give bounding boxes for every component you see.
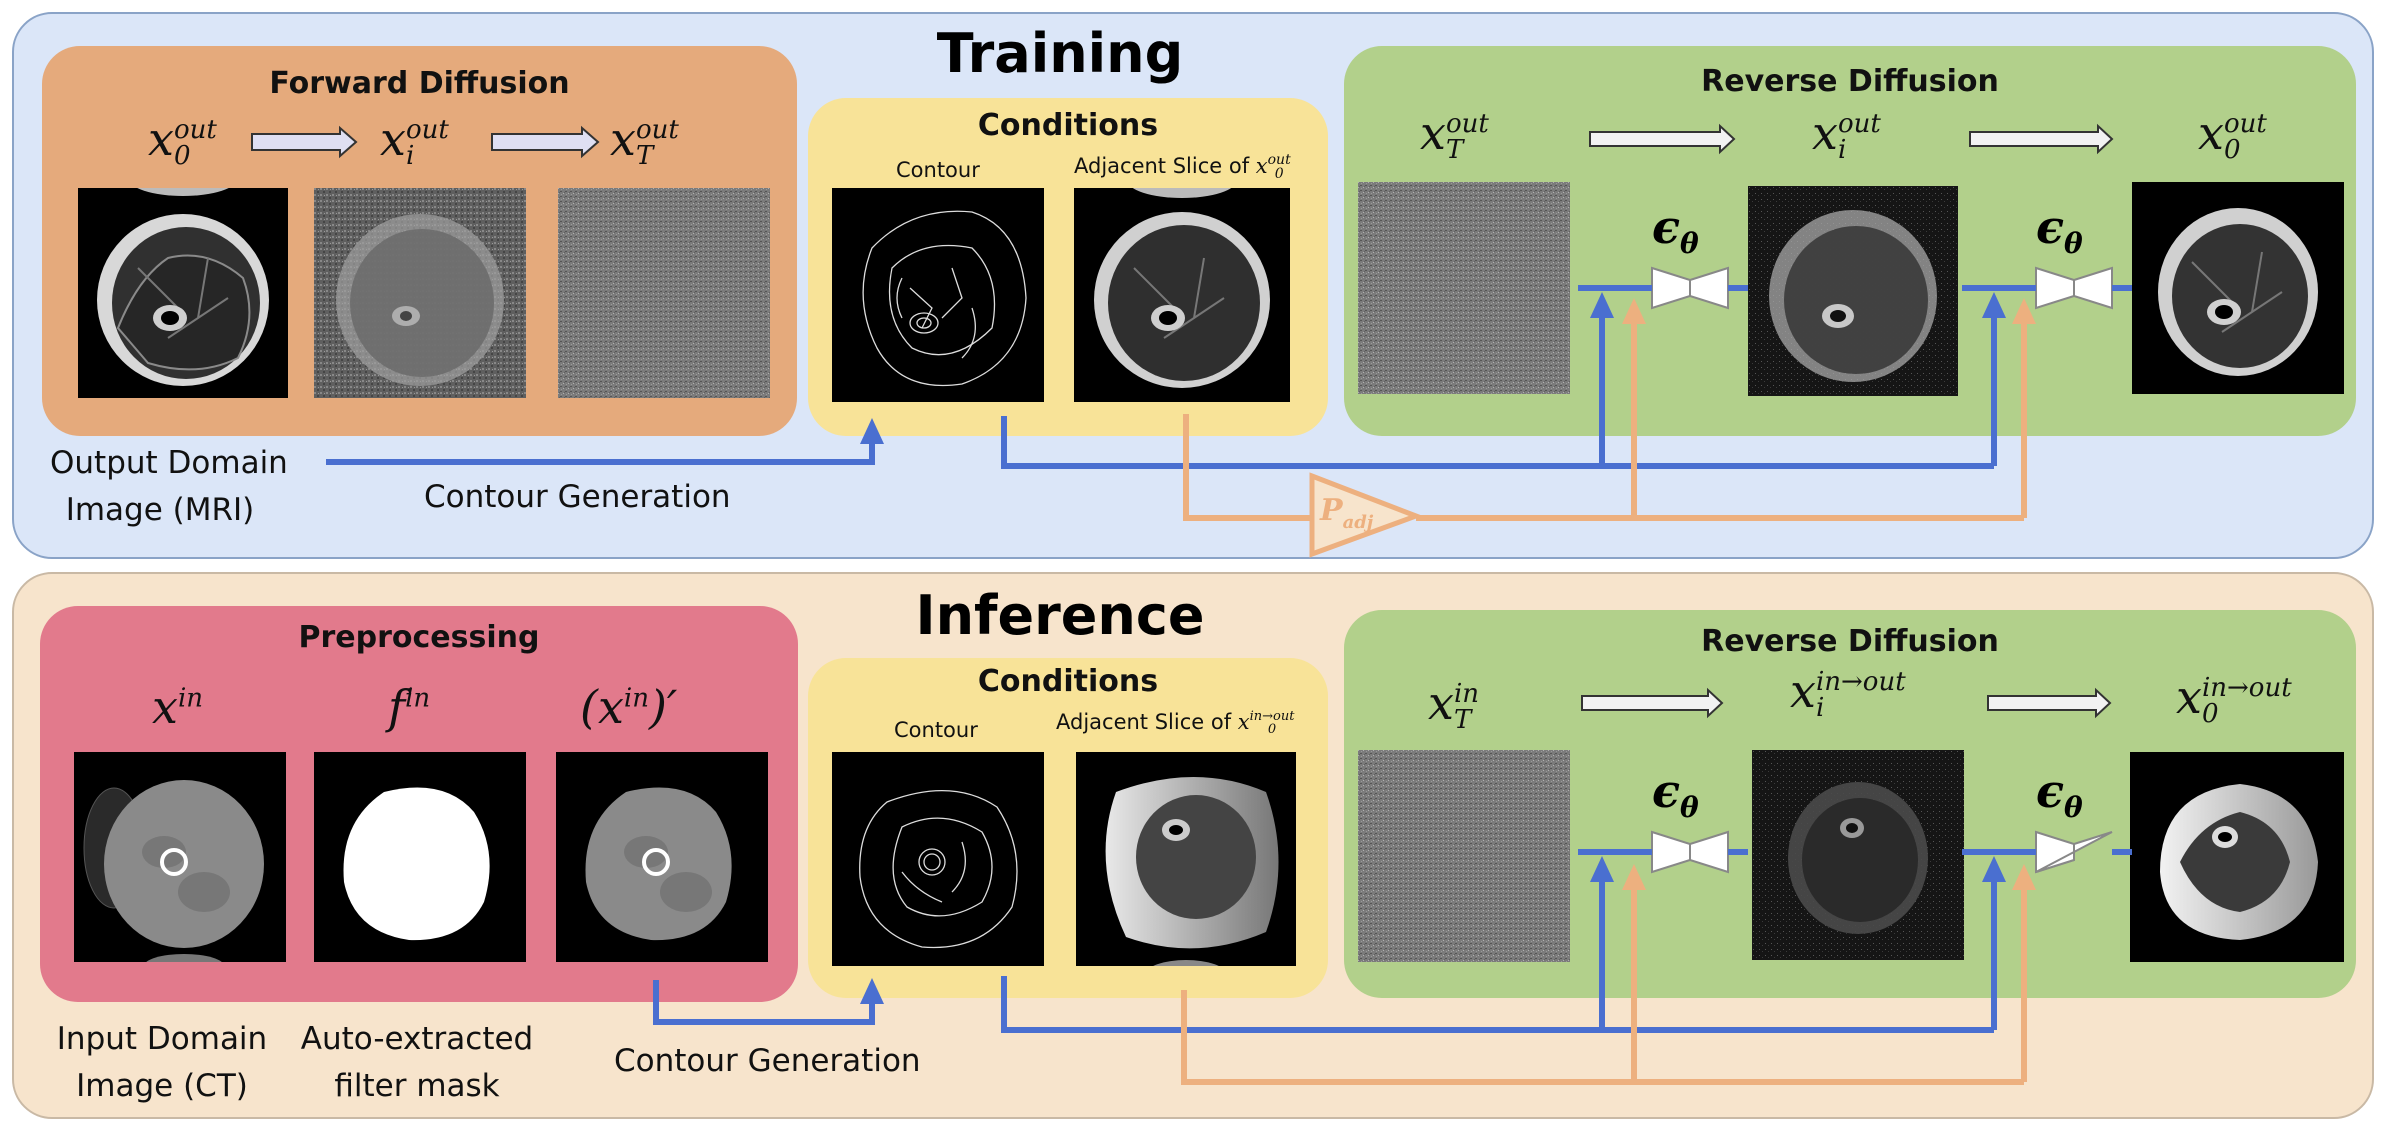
forward-xi-out: x out i (380, 112, 449, 171)
inference-x0-inout: x in→out 0 (2176, 670, 2292, 729)
reverse-step-arrow-2 (1969, 123, 2114, 155)
training-eps-theta-1: ϵθ (1652, 200, 1699, 261)
inference-xi-inout: x in→out i (1790, 664, 1906, 723)
reverse-partial-image (1748, 186, 1958, 396)
inference-network-icon-2 (2035, 830, 2113, 874)
training-network-icon-2 (2035, 266, 2113, 310)
forward-step-arrow-1 (251, 125, 358, 159)
inference-blue-connectors (653, 849, 2132, 1033)
reverse-xT-out: x out T (1420, 106, 1489, 165)
inference-network-icon-1 (1651, 830, 1729, 874)
preproc-x-in-prime: (xin)′ (580, 680, 678, 734)
training-contour-image (832, 188, 1044, 402)
training-orange-arrowheads (1622, 298, 2036, 324)
inference-noise-image (1358, 750, 1570, 962)
forward-xT-out: x out T (610, 112, 679, 171)
reverse-clean-image (2132, 182, 2344, 394)
inference-orange-arrowheads (1622, 864, 2036, 890)
inference-reverse-diffusion-title: Reverse Diffusion (1701, 624, 1999, 659)
padj-triangle (1309, 472, 1424, 558)
preproc-ct-image (74, 752, 286, 962)
training-blue-arrowheads (860, 292, 2006, 444)
training-adjacent-label: Adjacent Slice of x out 0 (1074, 152, 1291, 182)
training-orange-connectors (1183, 318, 2027, 521)
training-reverse-diffusion-title: Reverse Diffusion (1701, 64, 1999, 99)
training-network-icon-1 (1651, 266, 1729, 310)
inference-partial-image (1752, 750, 1964, 960)
training-eps-theta-2: ϵθ (2036, 200, 2083, 261)
inference-adjacent-label: Adjacent Slice of x in→out 0 (1056, 709, 1295, 737)
forward-mri-clean-image (78, 188, 288, 398)
inference-contour-image (832, 752, 1044, 966)
reverse-step-arrow-1 (1589, 123, 1736, 155)
inference-output-image (2130, 752, 2344, 962)
training-title: Training (936, 22, 1184, 85)
training-contour-label: Contour (896, 158, 980, 182)
inference-orange-connectors (1181, 884, 2027, 1085)
forward-step-arrow-2 (491, 125, 600, 159)
inference-conditions-title: Conditions (977, 664, 1159, 699)
inference-step-arrow-1 (1581, 687, 1724, 719)
reverse-x0-out: x out 0 (2198, 106, 2267, 165)
preproc-x-in: xin (152, 680, 204, 734)
inference-adjacent-slice-image (1076, 752, 1296, 966)
training-conditions-title: Conditions (977, 108, 1159, 143)
forward-mri-noisy-image (314, 188, 526, 398)
training-blue-connectors (326, 285, 2132, 469)
preproc-masked-ct-image (556, 752, 768, 962)
inference-step-arrow-2 (1987, 687, 2112, 719)
inference-xT-in: x in T (1428, 676, 1480, 735)
forward-x0-out: x out 0 (148, 112, 217, 171)
input-domain-caption: Input Domain Image (CT) (56, 1021, 268, 1104)
preprocessing-title: Preprocessing (298, 620, 540, 655)
forward-diffusion-title: Forward Diffusion (269, 66, 570, 101)
reverse-noise-image (1358, 182, 1570, 394)
training-contour-generation-caption: Contour Generation (424, 479, 731, 515)
inference-contour-generation-caption: Contour Generation (614, 1043, 921, 1079)
inference-title: Inference (915, 584, 1205, 647)
inference-blue-arrowheads (860, 856, 2006, 1004)
training-adjacent-slice-image (1074, 188, 1290, 402)
inference-eps-theta-2: ϵθ (2036, 764, 2083, 825)
inference-eps-theta-1: ϵθ (1652, 764, 1699, 825)
forward-noise-image (558, 188, 770, 398)
reverse-xi-out: x out i (1812, 106, 1881, 165)
filter-mask-caption: Auto-extracted filter mask (300, 1021, 534, 1104)
output-domain-caption: Output Domain Image (MRI) (50, 445, 288, 528)
inference-contour-label: Contour (894, 718, 978, 742)
preproc-mask-image (314, 752, 526, 962)
preproc-f-in: fin (388, 680, 431, 734)
